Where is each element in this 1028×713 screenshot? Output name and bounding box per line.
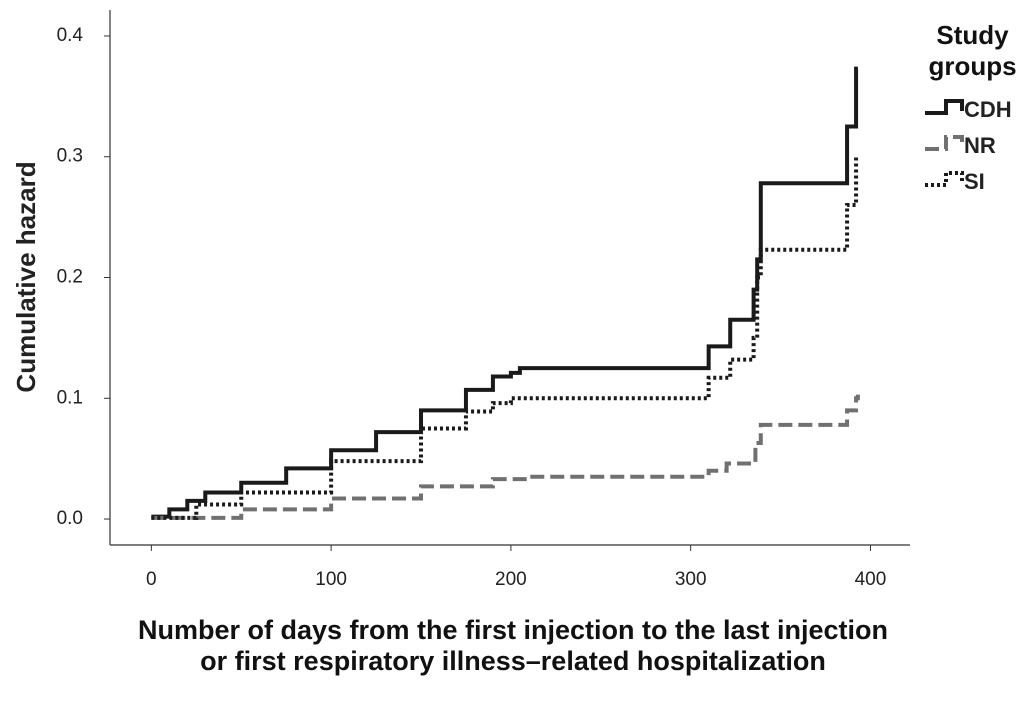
legend-label: CDH <box>964 97 1012 122</box>
y-tick-label: 0.3 <box>57 146 83 167</box>
step-line <box>151 154 859 520</box>
y-tick-label: 0.4 <box>57 25 84 46</box>
legend-label: SI <box>964 169 985 194</box>
y-axis-label: Cumulative hazard <box>11 161 41 392</box>
legend-label: NR <box>964 133 996 158</box>
x-tick-label: 400 <box>855 569 887 590</box>
legend-swatch <box>925 135 964 151</box>
legend-swatch <box>925 171 964 187</box>
y-tick-label: 0.2 <box>57 267 83 288</box>
y-tick-label: 0.0 <box>57 508 83 529</box>
step-line <box>151 66 859 519</box>
x-tick-label: 200 <box>495 569 527 590</box>
x-axis-label: Number of days from the first injection … <box>137 615 889 676</box>
x-tick-label: 0 <box>146 569 157 590</box>
step-line <box>151 394 860 520</box>
x-tick-label: 300 <box>675 569 707 590</box>
legend-swatch <box>925 99 964 115</box>
x-tick-label: 100 <box>315 569 347 590</box>
legend-title: Study groups <box>928 20 1017 81</box>
y-tick-label: 0.1 <box>57 387 83 408</box>
